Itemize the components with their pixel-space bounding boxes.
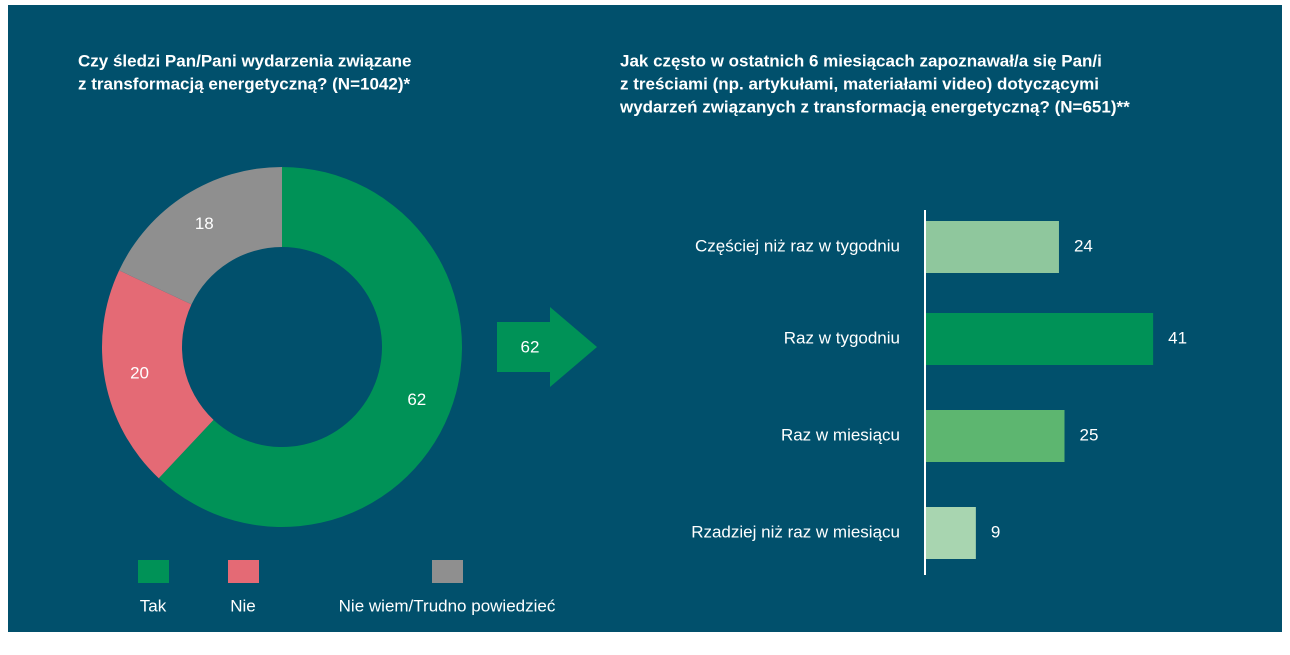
arrow-head bbox=[550, 307, 597, 387]
arrow-body bbox=[497, 322, 551, 372]
bar bbox=[926, 507, 976, 559]
bar bbox=[926, 221, 1059, 273]
bar-value: 25 bbox=[1080, 425, 1099, 444]
bar-value: 24 bbox=[1074, 236, 1093, 255]
bar bbox=[926, 313, 1154, 365]
arrow-label: 62 bbox=[521, 337, 540, 356]
chart-title: z treściami (np. artykułami, materiałami… bbox=[620, 74, 1099, 93]
slice-label: 18 bbox=[195, 214, 214, 233]
category-label: Częściej niż raz w tygodniu bbox=[695, 236, 900, 255]
chart-title: Czy śledzi Pan/Pani wydarzenia związane bbox=[78, 51, 412, 70]
category-label: Rzadziej niż raz w miesiącu bbox=[691, 522, 900, 541]
legend-swatch bbox=[228, 560, 259, 583]
legend-label: Tak bbox=[140, 596, 167, 615]
category-label: Raz w miesiącu bbox=[781, 425, 900, 444]
donut-slice bbox=[119, 167, 282, 305]
arrow: 62 bbox=[497, 307, 597, 387]
chart-title: wydarzeń związanych z transformacją ener… bbox=[619, 97, 1130, 116]
chart-title: z transformacją energetyczną? (N=1042)* bbox=[78, 74, 410, 93]
category-label: Raz w tygodniu bbox=[784, 328, 900, 347]
bar-value: 9 bbox=[991, 522, 1000, 541]
legend-label: Nie bbox=[230, 596, 256, 615]
slice-label: 62 bbox=[407, 390, 426, 409]
legend-swatch bbox=[138, 560, 169, 583]
bar bbox=[926, 410, 1065, 462]
donut-slice bbox=[158, 167, 463, 527]
chart-title: Jak często w ostatnich 6 miesiącach zapo… bbox=[620, 51, 1102, 70]
bar-value: 41 bbox=[1168, 328, 1187, 347]
slice-label: 20 bbox=[130, 364, 149, 383]
legend-swatch bbox=[432, 560, 463, 583]
donut-slice bbox=[102, 270, 214, 479]
legend-label: Nie wiem/Trudno powiedzieć bbox=[339, 596, 556, 615]
